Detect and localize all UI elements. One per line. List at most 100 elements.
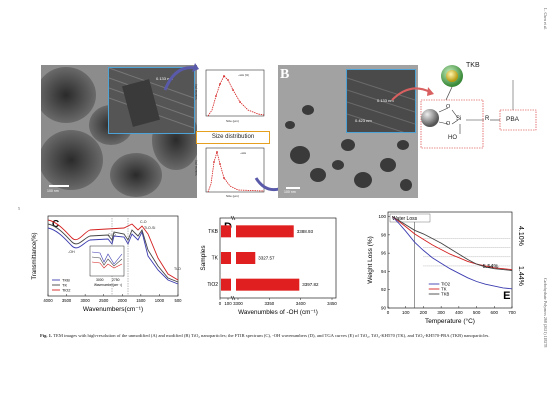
panel-a-tem-image: 0.133 nm 100 nm: [41, 65, 197, 198]
c-inset-curve: [91, 261, 123, 269]
panel-b-lattice-label-2: 0.423 nm: [355, 118, 372, 123]
d-bar-stub: [221, 278, 231, 291]
d-value-label: 3397.82: [302, 282, 319, 287]
e-water-loss-label: Water Loss: [392, 216, 418, 222]
e-right-annotation-1: 4.10%: [517, 226, 524, 246]
panel-e-tga-chart: 0 100 200 300 400 500 600 700 90 92 94 96 98 100 Tempe…: [362, 206, 532, 330]
e-inner-annotation: 5.54%: [483, 264, 499, 270]
schematic-r: R: [485, 116, 490, 122]
size-distribution-label: Size distribution: [196, 131, 270, 144]
running-head-author: L. Chen et al.: [543, 8, 548, 30]
running-head-journal: Carbohydrate Polymers 268 (2021) 118278: [543, 278, 548, 348]
e-right-annotation-2: 1.44%: [517, 266, 524, 286]
d-bar: [236, 225, 294, 238]
e-ytick-label: 96: [381, 251, 387, 256]
c-annotation: C=O: [108, 233, 116, 237]
c-annotation: -OH: [68, 250, 75, 254]
d-bar-stub: [221, 225, 231, 238]
e-xtick-label: 500: [473, 310, 481, 315]
d-category-label: TiO2: [207, 282, 218, 288]
e-plot-frame: [387, 211, 513, 309]
size-top-ylabel: Volume (%): [193, 84, 198, 100]
e-xtick-label: 600: [491, 310, 499, 315]
c-xtick-label: 2500: [99, 298, 109, 303]
size-distribution-bottom: ~size Size (μm) Volume (%): [194, 144, 268, 202]
schematic-o2: O: [446, 121, 451, 127]
d-bar-stub: [221, 252, 231, 264]
e-ytick-label: 94: [381, 269, 387, 274]
panel-b-letter: B: [280, 67, 290, 82]
c-legend-label: TK: [62, 283, 67, 288]
arrow-to-size-plot: [163, 63, 199, 91]
panel-a-hrtem-inset: 0.133 nm: [108, 67, 195, 134]
c-legend-label: TiO2: [62, 288, 71, 293]
d-bar: [236, 278, 300, 291]
d-plot-frame: [219, 217, 337, 299]
e-ytick-label: 92: [381, 287, 387, 292]
d-category-label: TK: [212, 256, 219, 262]
c-inset-xtick: 3000: [96, 278, 104, 282]
c-xtick-label: 4000: [43, 298, 53, 303]
e-series-tio2: [392, 216, 513, 290]
e-ytick-label: 100: [378, 214, 386, 219]
e-xtick-label: 700: [508, 310, 516, 315]
size-bottom-xlabel: Size (μm): [226, 194, 239, 198]
tkb-label: TKB: [466, 62, 480, 69]
d-value-label: 3388.93: [297, 229, 314, 234]
d-xtick-label: 0: [219, 301, 222, 306]
c-ylabel: Transmittance(%): [32, 232, 38, 279]
d-axis-break: [230, 295, 234, 301]
d-xtick-label: 3350: [264, 301, 274, 306]
d-category-label: TKB: [208, 229, 218, 235]
c-inset-curve: [91, 251, 123, 265]
d-xtick-label: 3450: [327, 301, 337, 306]
size-bottom-legend: ~size: [240, 152, 247, 155]
e-legend-label: TKB: [441, 292, 449, 297]
caption-text: TEM images with high-resolution of the u…: [53, 333, 490, 338]
e-xtick-label: 100: [402, 310, 410, 315]
panel-d-oh-bar-chart: D01003300335034003450Wavenumbles of -OH …: [196, 214, 354, 328]
c-xtick-label: 3000: [80, 298, 90, 303]
panel-b-lattice-label-1: 0.133 nm: [377, 98, 394, 103]
size-distribution-top: ~size (%) Size (μm) Volume (%): [194, 66, 268, 126]
c-xtick-label: 500: [175, 298, 183, 303]
c-letter: C: [52, 219, 59, 230]
e-legend-label: TK: [441, 287, 447, 292]
d-bar: [236, 252, 256, 264]
e-xtick-label: 0: [387, 310, 390, 315]
e-xtick-label: 400: [455, 310, 463, 315]
e-ytick-label: 98: [381, 232, 387, 237]
e-letter: E: [503, 290, 510, 302]
c-annotation: Ti-O-Si: [144, 226, 155, 230]
arrow-to-schematic: [391, 87, 434, 101]
e-series-tk: [392, 216, 513, 271]
c-legend-label: TKB: [62, 278, 70, 283]
d-xlabel: Wavenumbles of -OH (cm⁻¹): [238, 309, 318, 316]
schematic-si: Si: [456, 116, 462, 122]
c-plot-frame: [47, 215, 179, 297]
d-axis-break: [230, 215, 234, 221]
c-inset-xtick: 2750: [112, 278, 120, 282]
d-xtick-label: 3300: [233, 301, 243, 306]
e-ytick-label: 90: [381, 306, 387, 311]
c-annotation: C-O: [140, 220, 147, 224]
e-series-tkb: [392, 216, 513, 271]
tkb-schematic: TKB O O Si R HO PBA: [418, 60, 542, 180]
figure-caption: Fig. 1. TEM images with high-resolution …: [40, 333, 510, 339]
size-bottom-ylabel: Volume (%): [193, 160, 198, 176]
c-xtick-label: 2000: [118, 298, 128, 303]
c-annotation: Ti-O: [174, 267, 181, 271]
panel-a-scale-bar: 100 nm: [47, 189, 59, 193]
schematic-ho: HO: [448, 135, 457, 141]
c-series-tkb: [47, 227, 179, 285]
panel-a-lattice-label: 0.133 nm: [156, 76, 173, 81]
c-series-tk: [47, 223, 179, 283]
d-value-label: 3327.57: [258, 256, 275, 261]
d-axis-break: [232, 215, 236, 221]
c-inset-curve: [91, 256, 123, 267]
e-xtick-label: 200: [420, 310, 428, 315]
d-xtick-label: 100: [224, 301, 232, 306]
schematic-pba: PBA: [506, 116, 520, 123]
c-xtick-label: 1000: [155, 298, 165, 303]
schematic-o1: O: [446, 104, 451, 110]
